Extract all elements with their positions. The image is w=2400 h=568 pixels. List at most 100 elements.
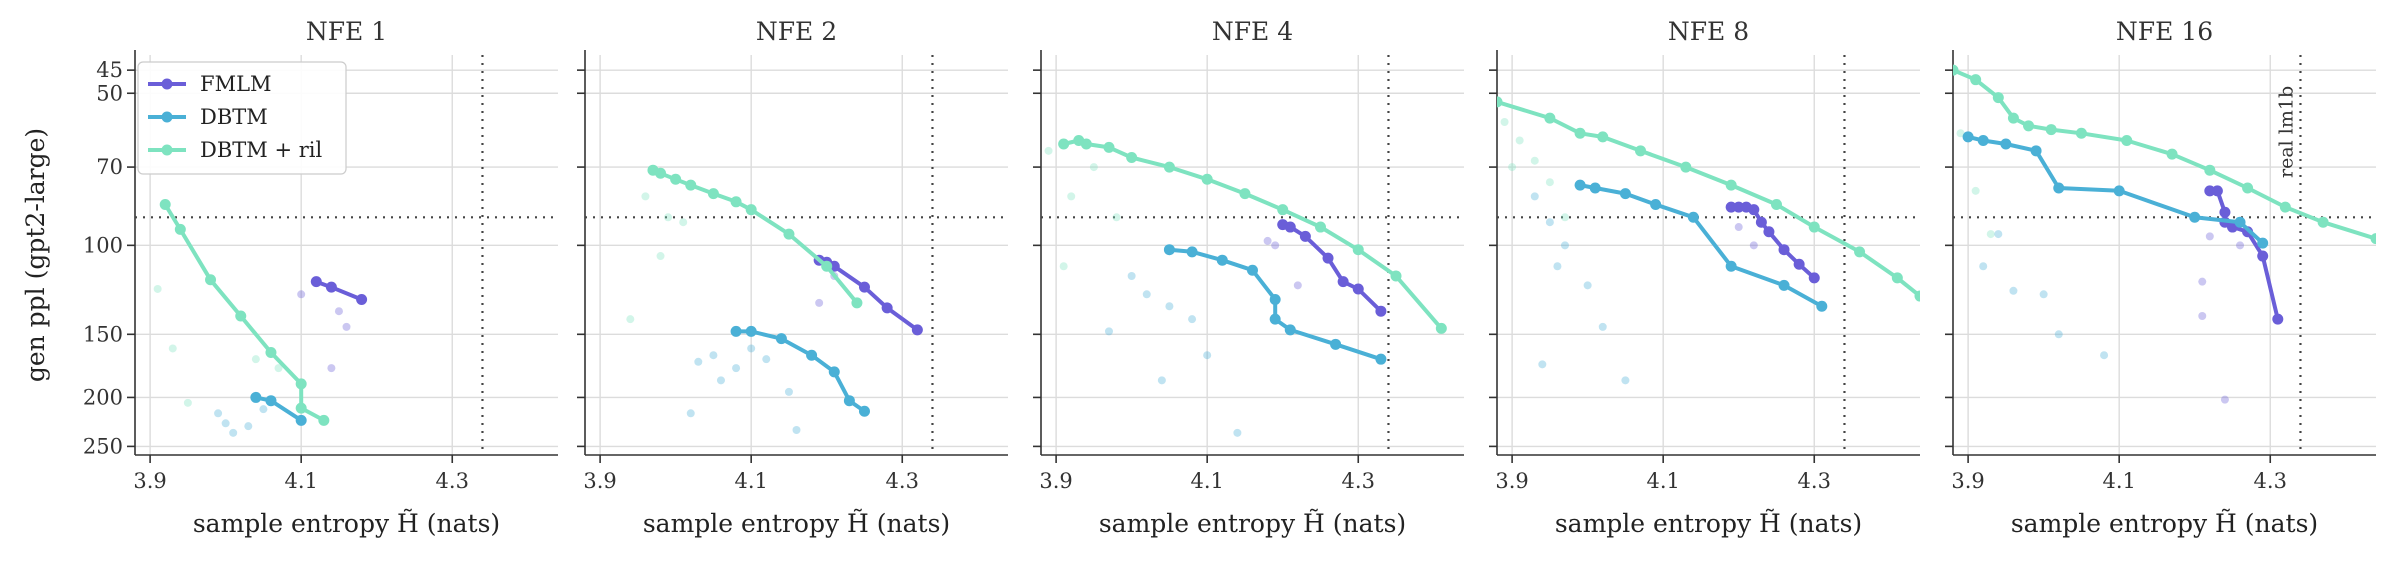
data-point — [1816, 300, 1828, 312]
scatter-point — [1271, 241, 1280, 250]
scatter-point — [1089, 163, 1098, 172]
scatter-point — [1293, 281, 1302, 290]
y-tick-label: 100 — [83, 233, 123, 257]
data-point — [2317, 216, 2329, 228]
scatter-point — [2009, 286, 2018, 295]
data-point — [1277, 204, 1289, 216]
scatter-point — [251, 355, 260, 364]
y-tick-label: 250 — [83, 434, 123, 458]
scatter-point — [1598, 322, 1607, 331]
scatter-point — [686, 409, 695, 418]
x-tick-label: 3.9 — [1951, 469, 1984, 493]
scatter-point — [1979, 262, 1988, 271]
scatter-point — [626, 315, 635, 324]
scatter-point — [334, 307, 343, 316]
legend-marker — [161, 144, 173, 156]
data-point — [828, 366, 840, 378]
data-point — [2219, 206, 2231, 218]
data-point — [1725, 179, 1737, 191]
panel-data — [1497, 96, 1920, 385]
data-point — [1352, 283, 1364, 295]
y-tick-label: 45 — [96, 58, 123, 82]
scatter-point — [2236, 241, 2245, 250]
data-point — [858, 281, 870, 293]
scatter-point — [1112, 213, 1121, 222]
data-point — [2113, 185, 2125, 197]
x-tick-label: 3.9 — [1039, 469, 1072, 493]
data-point — [1216, 254, 1228, 266]
x-axis-label: sample entropy H̃ (nats) — [2011, 509, 2318, 538]
data-point — [2272, 313, 2284, 325]
data-point — [2257, 250, 2269, 262]
data-point — [1435, 322, 1447, 334]
panel-2: 3.9 4.1 4.3 NFE 2 sample entropy H̃ (nats) — [577, 17, 1008, 538]
x-tick-label: 3.9 — [583, 469, 616, 493]
data-point — [851, 297, 863, 309]
scatter-point — [1530, 156, 1539, 165]
data-point — [2279, 201, 2291, 213]
data-point — [1755, 216, 1767, 228]
data-point — [2045, 124, 2057, 136]
data-point — [1269, 313, 1281, 325]
data-point — [2030, 145, 2042, 157]
scatter-point — [679, 218, 688, 227]
scatter-point — [664, 213, 673, 222]
data-point — [821, 260, 833, 272]
scatter-point — [2205, 232, 2214, 241]
panel-data — [626, 164, 923, 434]
scatter-point — [168, 344, 177, 353]
panel-5: 3.9 4.1 4.3 NFE 16 sample entropy H̃ (nats) r… — [1945, 17, 2376, 538]
scatter-point — [183, 398, 192, 407]
scatter-point — [784, 387, 793, 396]
data-point — [265, 347, 277, 359]
data-point — [1163, 161, 1175, 173]
data-point — [1337, 276, 1349, 288]
data-point — [655, 167, 667, 179]
panel-title: NFE 4 — [1212, 17, 1293, 46]
data-point — [1589, 182, 1601, 194]
scatter-point — [694, 357, 703, 366]
scatter-point — [1553, 262, 1562, 271]
data-point — [265, 395, 277, 407]
scatter-point — [1545, 178, 1554, 187]
data-point — [1239, 188, 1251, 200]
scatter-point — [762, 355, 771, 364]
data-point — [1748, 204, 1760, 216]
scatter-point — [1044, 146, 1053, 155]
data-point — [235, 310, 247, 322]
series-line — [1280, 222, 1383, 314]
data-point — [2204, 185, 2216, 197]
data-point — [1103, 141, 1115, 153]
scatter-point — [274, 364, 283, 373]
data-point — [250, 391, 262, 403]
data-point — [670, 173, 682, 185]
data-point — [911, 324, 923, 336]
panel-3: 3.9 4.1 4.3 NFE 4 sample entropy H̃ (nats) — [1033, 17, 1464, 538]
panel-data — [153, 198, 368, 437]
series-line — [1061, 138, 1444, 331]
scatter-point — [1515, 136, 1524, 145]
y-tick-label: 150 — [83, 322, 123, 346]
scatter-point — [1165, 302, 1174, 311]
data-point — [2007, 112, 2019, 124]
series-line — [314, 279, 364, 302]
series-line — [651, 168, 859, 305]
data-point — [1597, 131, 1609, 143]
data-point — [775, 333, 787, 345]
legend-label: FMLM — [200, 72, 272, 96]
legend-label: DBTM — [200, 105, 268, 129]
scatter-point — [1994, 230, 2003, 239]
legend — [137, 61, 347, 175]
data-point — [1778, 244, 1790, 256]
data-point — [745, 325, 757, 337]
data-point — [1725, 201, 1737, 213]
scatter-point — [747, 344, 756, 353]
scatter-point — [1538, 360, 1547, 369]
panel-title: NFE 2 — [756, 17, 837, 46]
data-point — [1080, 138, 1092, 150]
data-point — [1544, 112, 1556, 124]
data-point — [1126, 151, 1138, 163]
scatter-point — [792, 425, 801, 434]
data-point — [1977, 134, 1989, 146]
